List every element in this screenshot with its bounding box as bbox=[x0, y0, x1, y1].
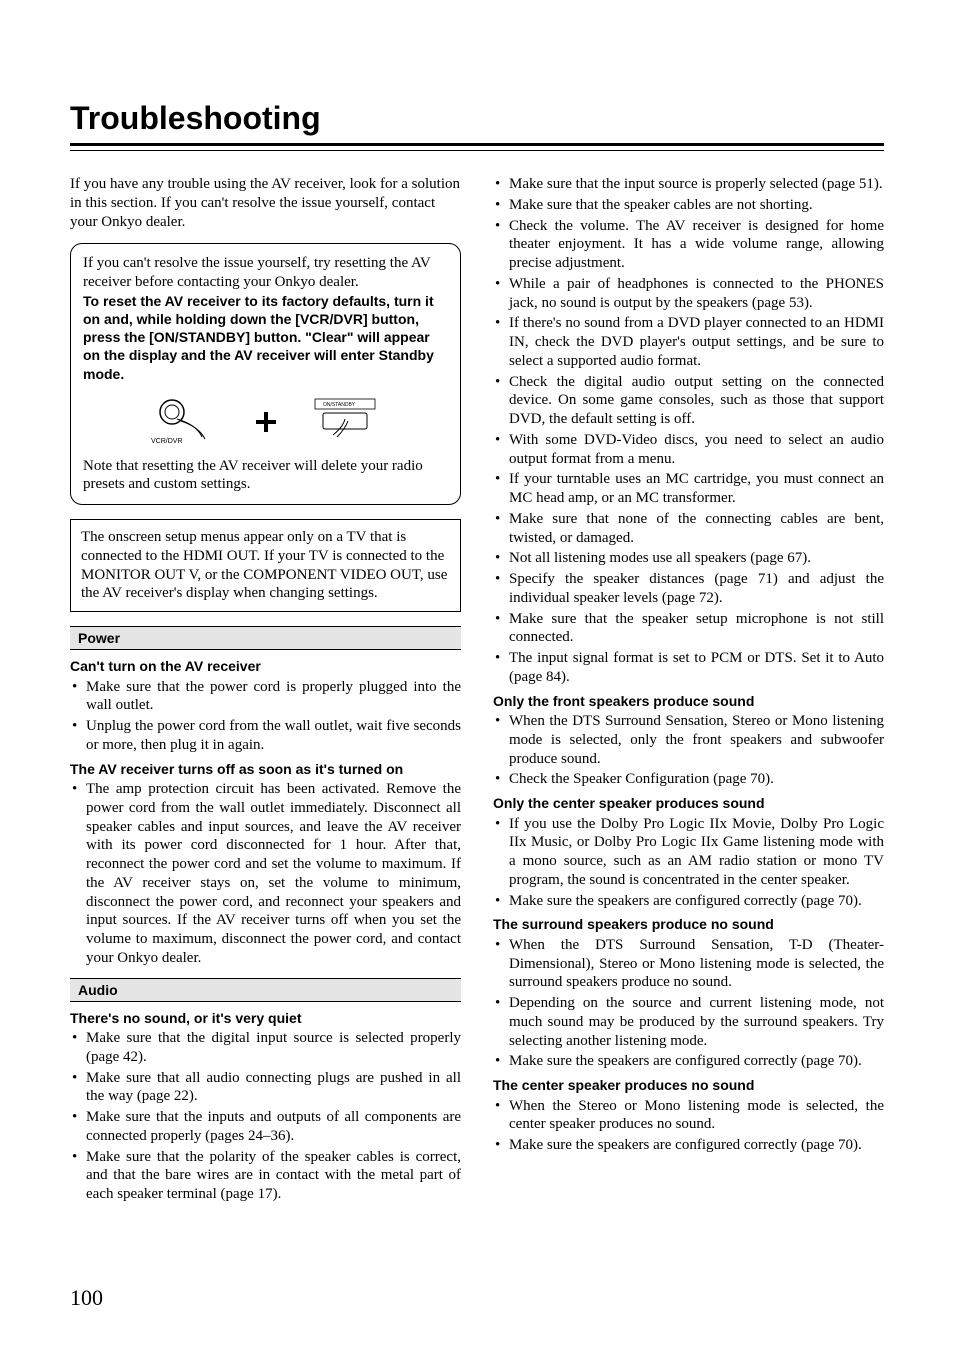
subhead-only-center: Only the center speaker produces sound bbox=[493, 795, 884, 813]
left-column: If you have any trouble using the AV rec… bbox=[70, 175, 461, 1210]
reset-box: If you can't resolve the issue yourself,… bbox=[70, 243, 461, 505]
list-item: Make sure that the speaker cables are no… bbox=[493, 196, 884, 215]
vcr-dvr-button-icon: VCR/DVR bbox=[147, 397, 237, 447]
page-number: 100 bbox=[70, 1285, 103, 1311]
reset-note: Note that resetting the AV receiver will… bbox=[83, 457, 448, 495]
list-item: If there's no sound from a DVD player co… bbox=[493, 314, 884, 370]
list-no-sound-left: Make sure that the digital input source … bbox=[70, 1029, 461, 1204]
list-item: Make sure that the speaker setup microph… bbox=[493, 610, 884, 648]
list-item: Check the digital audio output setting o… bbox=[493, 373, 884, 429]
list-item: Make sure that all audio connecting plug… bbox=[70, 1069, 461, 1107]
subhead-center-no-sound: The center speaker produces no sound bbox=[493, 1077, 884, 1095]
subhead-cant-turn-on: Can't turn on the AV receiver bbox=[70, 658, 461, 676]
list-item: With some DVD-Video discs, you need to s… bbox=[493, 431, 884, 469]
list-item: Make sure that the input source is prope… bbox=[493, 175, 884, 194]
page: Troubleshooting If you have any trouble … bbox=[0, 0, 954, 1351]
list-surround: When the DTS Surround Sensation, T-D (Th… bbox=[493, 936, 884, 1071]
list-no-sound-right: Make sure that the input source is prope… bbox=[493, 175, 884, 687]
subhead-turns-off: The AV receiver turns off as soon as it'… bbox=[70, 761, 461, 779]
list-item: Make sure that the inputs and outputs of… bbox=[70, 1108, 461, 1146]
section-power: Power bbox=[70, 626, 461, 650]
standby-button-icon: ON/STANDBY bbox=[295, 397, 385, 447]
section-audio: Audio bbox=[70, 978, 461, 1002]
list-item: When the Stereo or Mono listening mode i… bbox=[493, 1097, 884, 1135]
subhead-surround-no-sound: The surround speakers produce no sound bbox=[493, 916, 884, 934]
list-only-front: When the DTS Surround Sensation, Stereo … bbox=[493, 712, 884, 789]
list-item: Make sure the speakers are configured co… bbox=[493, 1052, 884, 1071]
onscreen-note-box: The onscreen setup menus appear only on … bbox=[70, 519, 461, 612]
list-item: While a pair of headphones is connected … bbox=[493, 275, 884, 313]
page-title: Troubleshooting bbox=[70, 100, 884, 137]
subhead-only-front: Only the front speakers produce sound bbox=[493, 693, 884, 711]
subhead-no-sound: There's no sound, or it's very quiet bbox=[70, 1010, 461, 1028]
list-item: Check the Speaker Configuration (page 70… bbox=[493, 770, 884, 789]
standby-label: ON/STANDBY bbox=[323, 402, 356, 408]
list-item: Depending on the source and current list… bbox=[493, 994, 884, 1050]
list-item: When the DTS Surround Sensation, T-D (Th… bbox=[493, 936, 884, 992]
reset-diagram: VCR/DVR ON/STANDBY bbox=[83, 397, 448, 447]
intro-text: If you have any trouble using the AV rec… bbox=[70, 175, 461, 231]
list-item: The input signal format is set to PCM or… bbox=[493, 649, 884, 687]
list-turns-off: The amp protection circuit has been acti… bbox=[70, 780, 461, 968]
list-item: If you use the Dolby Pro Logic IIx Movie… bbox=[493, 815, 884, 890]
list-only-center: If you use the Dolby Pro Logic IIx Movie… bbox=[493, 815, 884, 911]
plus-icon bbox=[255, 411, 277, 433]
list-item: Make sure the speakers are configured co… bbox=[493, 892, 884, 911]
right-column: Make sure that the input source is prope… bbox=[493, 175, 884, 1210]
list-item: When the DTS Surround Sensation, Stereo … bbox=[493, 712, 884, 768]
title-rule bbox=[70, 143, 884, 151]
list-item: Make sure that the power cord is properl… bbox=[70, 678, 461, 716]
list-item: Make sure that none of the connecting ca… bbox=[493, 510, 884, 548]
list-item: Specify the speaker distances (page 71) … bbox=[493, 570, 884, 608]
onscreen-note: The onscreen setup menus appear only on … bbox=[81, 528, 450, 603]
list-cant-turn-on: Make sure that the power cord is properl… bbox=[70, 678, 461, 755]
list-item: Not all listening modes use all speakers… bbox=[493, 549, 884, 568]
list-item: The amp protection circuit has been acti… bbox=[70, 780, 461, 968]
columns: If you have any trouble using the AV rec… bbox=[70, 175, 884, 1210]
list-item: Make sure that the digital input source … bbox=[70, 1029, 461, 1067]
list-item: Make sure that the polarity of the speak… bbox=[70, 1148, 461, 1204]
list-item: Make sure the speakers are configured co… bbox=[493, 1136, 884, 1155]
reset-instruction: To reset the AV receiver to its factory … bbox=[83, 292, 448, 383]
list-item: Unplug the power cord from the wall outl… bbox=[70, 717, 461, 755]
reset-line1: If you can't resolve the issue yourself,… bbox=[83, 254, 448, 292]
vcr-label: VCR/DVR bbox=[151, 438, 183, 445]
list-item: If your turntable uses an MC cartridge, … bbox=[493, 470, 884, 508]
list-center-no: When the Stereo or Mono listening mode i… bbox=[493, 1097, 884, 1155]
list-item: Check the volume. The AV receiver is des… bbox=[493, 217, 884, 273]
